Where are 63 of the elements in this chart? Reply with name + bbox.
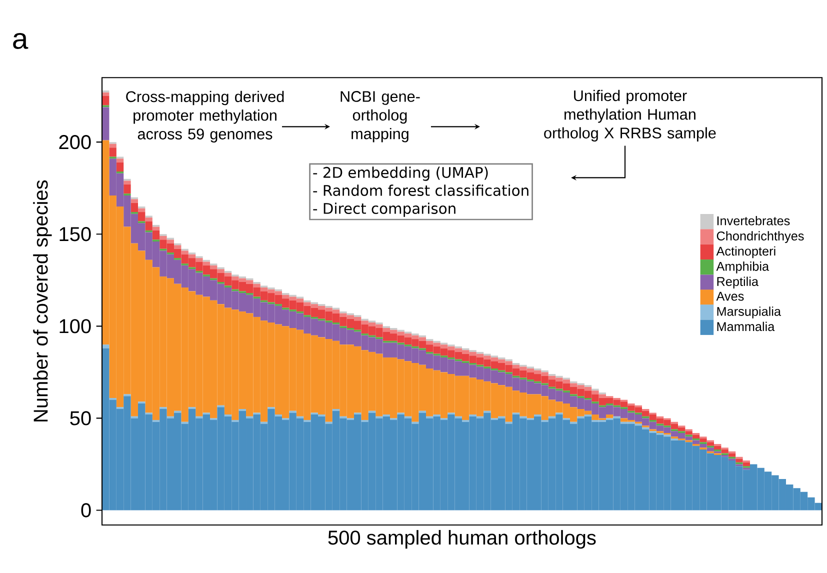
bar <box>124 180 131 184</box>
annotation: Unified promoter methylation Human ortholog X RRBS sample <box>544 90 716 142</box>
y-tick-label: 50 <box>70 411 91 426</box>
annotation: - Random forest classification <box>313 184 528 196</box>
bar <box>166 240 174 244</box>
bar <box>109 148 116 157</box>
x-axis-title: 500 sampled human orthologs <box>328 530 596 549</box>
bar <box>706 442 714 446</box>
bar <box>109 144 116 148</box>
bar <box>152 226 160 230</box>
y-tick-label: 0 <box>81 503 91 518</box>
y-tick-label: 150 <box>60 227 91 242</box>
annotation: Cross-mapping derived promoter methylation across 59 genomes <box>126 90 284 142</box>
bar <box>174 245 182 249</box>
bar <box>728 453 736 457</box>
bar <box>217 269 224 273</box>
text: a <box>13 32 28 50</box>
bar <box>130 202 138 212</box>
legend-label: Amphibia <box>716 262 770 274</box>
legend-label: Marsupialia <box>717 306 782 318</box>
legend-label: Aves <box>716 292 744 301</box>
annotation: NCBI gene-ortholog mapping <box>340 91 420 142</box>
bar <box>124 184 131 194</box>
bar <box>253 284 260 288</box>
bar <box>138 208 146 212</box>
bar <box>210 265 218 270</box>
bar <box>736 458 743 462</box>
y-tick-label: 200 <box>59 135 91 150</box>
annotation: - 2D embedding (UMAP) <box>313 166 488 181</box>
bar <box>592 390 599 394</box>
bar <box>116 162 124 172</box>
bar <box>685 431 692 435</box>
legend-label: Chondrichthyes <box>716 231 804 243</box>
legend-label: Actinopteri <box>716 246 776 258</box>
bar <box>130 199 138 203</box>
bar <box>196 258 203 262</box>
bar <box>160 236 167 240</box>
bar <box>700 438 707 442</box>
annotation: - Direct comparison <box>313 202 456 217</box>
bar <box>116 158 124 162</box>
bar <box>721 450 728 454</box>
bar <box>692 440 700 444</box>
bar <box>700 444 707 448</box>
bar <box>181 250 188 254</box>
bar <box>742 462 750 466</box>
bar <box>606 414 614 418</box>
bar <box>138 212 146 222</box>
bar <box>145 221 152 230</box>
legend-label: Reptilia <box>717 276 758 289</box>
bar <box>152 230 160 240</box>
bar <box>102 344 110 348</box>
bar <box>714 446 722 450</box>
legend-label: Invertebrates <box>717 216 790 226</box>
bar <box>224 272 232 276</box>
y-tick-label: 100 <box>60 319 91 334</box>
bar <box>145 218 152 222</box>
legend-label: Mammalia <box>717 322 775 332</box>
y-axis-title: Number of covered species <box>33 180 52 422</box>
bar <box>706 448 714 452</box>
bar <box>188 254 196 258</box>
bar <box>102 96 110 106</box>
bar <box>202 262 210 266</box>
bar <box>692 434 700 438</box>
